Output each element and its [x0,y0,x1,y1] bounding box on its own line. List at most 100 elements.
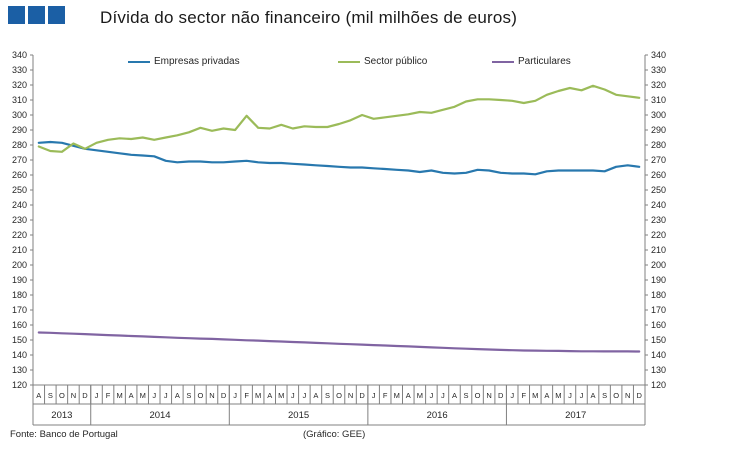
series-line-sector-publico [37,84,641,153]
y-axis-label-left: 180 [12,290,27,300]
logo [8,6,65,24]
year-label: 2014 [149,410,170,421]
month-label: D [637,391,643,400]
month-label: J [95,391,99,400]
y-axis-label-left: 160 [12,320,27,330]
month-label: A [129,391,134,400]
month-label: N [486,391,491,400]
month-label: O [59,391,65,400]
month-label: A [591,391,596,400]
y-axis-label-left: 220 [12,230,27,240]
y-axis-label-right: 180 [651,290,666,300]
month-label: A [452,391,457,400]
y-axis-label-left: 330 [12,65,27,75]
month-label: J [152,391,156,400]
y-axis-label-left: 280 [12,140,27,150]
legend-item-sector-publico: Sector público [338,56,427,67]
month-label: F [521,391,526,400]
month-label: M [278,391,284,400]
month-label: M [417,391,423,400]
month-label: N [209,391,214,400]
y-axis-label-right: 330 [651,65,666,75]
series-line-empresas-privadas [37,140,641,176]
month-label: A [544,391,549,400]
year-label: 2017 [565,410,586,421]
y-axis-label-left: 210 [12,245,27,255]
y-axis-label-left: 290 [12,125,27,135]
y-axis-label-left: 170 [12,305,27,315]
y-axis-label-left: 300 [12,110,27,120]
y-axis-label-left: 340 [12,50,27,60]
y-axis-label-left: 320 [12,80,27,90]
month-label: S [48,391,53,400]
month-label: N [625,391,630,400]
y-axis-label-left: 270 [12,155,27,165]
month-label: A [175,391,180,400]
month-label: F [244,391,249,400]
legend-label: Particulares [518,56,571,67]
month-label: M [255,391,261,400]
month-label: A [36,391,41,400]
y-axis-label-left: 190 [12,275,27,285]
series-line-particulares [37,331,641,353]
month-label: J [441,391,445,400]
month-label: J [510,391,514,400]
y-axis-label-left: 240 [12,200,27,210]
month-label: S [602,391,607,400]
y-axis-label-right: 320 [651,80,666,90]
logo-square [28,6,45,24]
month-label: F [106,391,111,400]
year-label: 2013 [51,410,72,421]
y-axis-label-left: 310 [12,95,27,105]
month-label: D [359,391,365,400]
y-axis-label-left: 140 [12,350,27,360]
y-axis-label-right: 250 [651,185,666,195]
year-label: 2016 [427,410,448,421]
y-axis-label-right: 130 [651,365,666,375]
legend-label: Sector público [364,56,428,67]
y-axis-label-left: 260 [12,170,27,180]
month-label: J [291,391,295,400]
y-axis-label-right: 240 [651,200,666,210]
legend-label: Empresas privadas [154,56,240,67]
source-note: Fonte: Banco de Portugal [10,429,118,440]
month-label: M [394,391,400,400]
month-label: O [613,391,619,400]
legend-swatch-blue-line [128,60,150,63]
month-label: J [580,391,584,400]
month-label: S [186,391,191,400]
legend-item-particulares: Particulares [492,56,571,67]
y-axis-label-left: 250 [12,185,27,195]
month-label: A [313,391,318,400]
y-axis-label-right: 260 [651,170,666,180]
month-label: O [475,391,481,400]
month-label: J [568,391,572,400]
month-label: S [325,391,330,400]
y-axis-label-left: 200 [12,260,27,270]
month-label: J [372,391,376,400]
y-axis-label-left: 230 [12,215,27,225]
month-label: J [164,391,168,400]
logo-square [48,6,65,24]
y-axis-label-right: 140 [651,350,666,360]
y-axis-label-right: 340 [651,50,666,60]
y-axis-label-right: 310 [651,95,666,105]
y-axis-label-right: 210 [651,245,666,255]
page-title: Dívida do sector não financeiro (mil mil… [100,8,518,27]
month-label: N [71,391,76,400]
y-axis-label-right: 190 [651,275,666,285]
month-label: J [430,391,434,400]
month-label: M [532,391,538,400]
legend-swatch-green-line [338,60,360,63]
month-label: M [140,391,146,400]
y-axis-label-right: 170 [651,305,666,315]
month-label: J [302,391,306,400]
legend-swatch-purple-line [492,60,514,63]
y-axis-label-right: 220 [651,230,666,240]
month-label: D [498,391,504,400]
month-label: D [221,391,227,400]
y-axis-label-right: 270 [651,155,666,165]
y-axis-label-right: 160 [651,320,666,330]
